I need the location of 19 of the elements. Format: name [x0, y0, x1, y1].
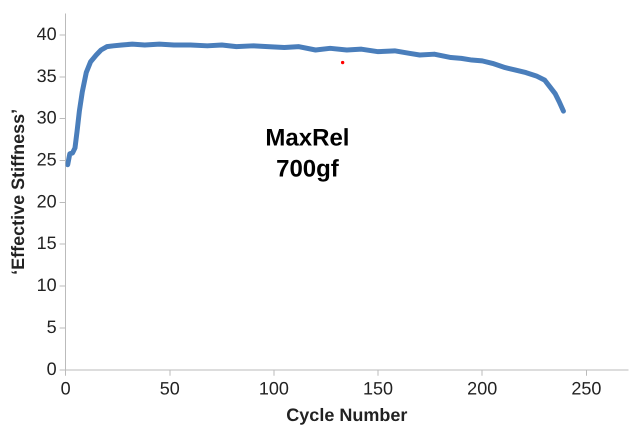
x-tick-label: 150 [363, 378, 394, 399]
x-tick-label: 0 [60, 378, 71, 399]
x-tick-label: 200 [467, 378, 498, 399]
x-tick-label: 100 [258, 378, 289, 399]
y-tick-label: 15 [36, 233, 57, 254]
y-tick-label: 40 [36, 24, 57, 44]
y-tick-label: 25 [36, 149, 57, 170]
annotation: MaxRel [265, 124, 350, 152]
y-tick-label: 5 [46, 316, 57, 337]
y-tick-label: 0 [46, 358, 57, 379]
x-axis-title: Cycle Number [286, 405, 408, 426]
y-tick-label: 35 [36, 66, 57, 86]
y-tick-label: 10 [36, 275, 57, 296]
y-tick-label: 30 [36, 108, 57, 128]
x-tick-label: 250 [571, 378, 602, 399]
annotation: 700gf [276, 156, 340, 183]
y-tick-label: 20 [36, 191, 57, 212]
y-axis-title: ‘Effective Stiffness’ [8, 108, 28, 275]
x-tick-label: 50 [160, 378, 180, 399]
